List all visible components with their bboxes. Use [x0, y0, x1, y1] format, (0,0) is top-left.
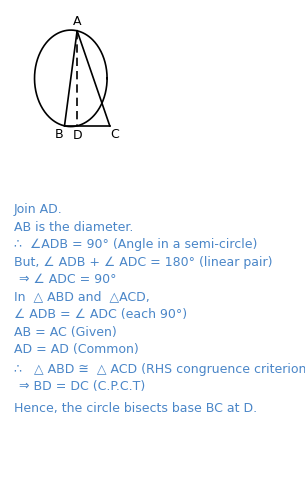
Text: AB = AC (Given): AB = AC (Given) — [14, 326, 117, 339]
Text: ⇒ ∠ ADC = 90°: ⇒ ∠ ADC = 90° — [19, 273, 116, 286]
Text: But, ∠ ADB + ∠ ADC = 180° (linear pair): But, ∠ ADB + ∠ ADC = 180° (linear pair) — [14, 255, 273, 269]
Text: A: A — [73, 15, 81, 28]
Text: C: C — [111, 128, 119, 141]
Text: Join AD.: Join AD. — [14, 204, 63, 216]
Text: D: D — [72, 129, 82, 142]
Text: AD = AD (Common): AD = AD (Common) — [14, 343, 139, 356]
Text: ⇒ BD = DC (C.P.C.T): ⇒ BD = DC (C.P.C.T) — [19, 381, 145, 393]
Text: Hence, the circle bisects base BC at D.: Hence, the circle bisects base BC at D. — [14, 402, 257, 415]
Text: ∴   △ ABD ≅  △ ACD (RHS congruence criterion): ∴ △ ABD ≅ △ ACD (RHS congruence criterio… — [14, 363, 305, 376]
Text: AB is the diameter.: AB is the diameter. — [14, 220, 134, 234]
Text: ∴  ∠ADB = 90° (Angle in a semi-circle): ∴ ∠ADB = 90° (Angle in a semi-circle) — [14, 238, 257, 251]
Text: In  △ ABD and  △ACD,: In △ ABD and △ACD, — [14, 291, 150, 304]
Text: ∠ ADB = ∠ ADC (each 90°): ∠ ADB = ∠ ADC (each 90°) — [14, 308, 187, 321]
Text: B: B — [55, 128, 63, 141]
